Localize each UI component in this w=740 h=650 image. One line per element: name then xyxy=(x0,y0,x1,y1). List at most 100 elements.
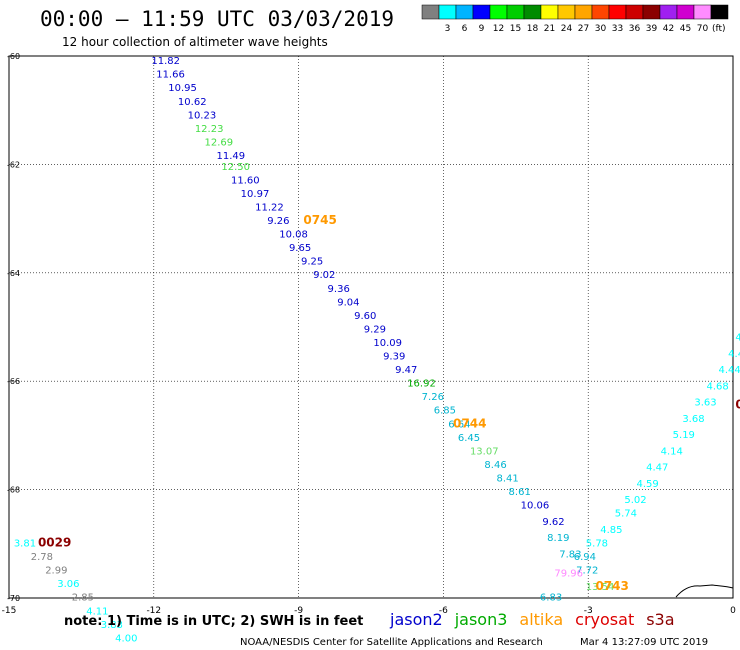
y-tick-label: -62 xyxy=(7,160,20,169)
data-point-label: 3.06 xyxy=(57,579,79,590)
scale-swatch xyxy=(421,4,440,20)
scale-label: 30 xyxy=(595,24,607,34)
scale-swatch xyxy=(642,4,661,20)
scale-swatch xyxy=(591,4,610,20)
chart-title: 00:00 — 11:59 UTC 03/03/2019 xyxy=(40,7,394,31)
satellite-legend-item: jason2 xyxy=(389,610,443,629)
scale-swatch xyxy=(557,4,576,20)
data-point-label: 2.85 xyxy=(72,593,94,604)
data-point-label: 4.11 xyxy=(86,606,108,617)
data-point-label: 11.82 xyxy=(151,56,180,67)
data-point-label: 4.41 xyxy=(728,349,740,360)
scale-label: 12 xyxy=(493,24,504,34)
satellite-legend-item: jason3 xyxy=(454,610,508,629)
x-tick-label: -6 xyxy=(439,606,448,616)
data-point-label: 16.92 xyxy=(407,379,436,390)
data-point-label: 79.96 xyxy=(554,568,583,579)
y-tick-label: -64 xyxy=(7,269,20,278)
data-point-label: 10.23 xyxy=(188,110,217,121)
chart-subtitle: 12 hour collection of altimeter wave hei… xyxy=(62,35,328,49)
scale-label: 33 xyxy=(612,24,623,34)
y-tick-label: -70 xyxy=(7,594,20,603)
scale-swatch xyxy=(455,4,474,20)
scale-swatch xyxy=(693,4,712,20)
scale-swatch xyxy=(472,4,491,20)
data-point-label: 9.47 xyxy=(395,365,417,376)
scale-label: 15 xyxy=(510,24,521,34)
color-scale-legend: 3 6 9 12 15 18 21 24 27 30 33 36 39 42 45 70 xyxy=(421,4,729,34)
data-point-label: 5.74 xyxy=(615,509,637,520)
color-scale-unit: (ft) xyxy=(712,24,726,34)
pass-time-label: 0744 xyxy=(453,416,486,430)
x-tick-label: -3 xyxy=(584,606,593,616)
x-tick-label: -15 xyxy=(2,606,17,616)
scale-swatch xyxy=(574,4,593,20)
satellite-legend-item: altika xyxy=(519,610,563,629)
y-tick-label: -60 xyxy=(7,52,20,61)
pass-time-label: 0029 xyxy=(38,536,71,550)
scale-swatch xyxy=(710,4,729,20)
pass-time-label: 0745 xyxy=(303,213,336,227)
axis-ticks: -15 -12 -9 -6 -3 0 -60 -62 -64 -66 -68 -70 xyxy=(2,52,736,616)
data-point-label: 4.59 xyxy=(636,479,658,490)
data-point-label: 13.54 xyxy=(586,582,615,593)
data-point-label: 10.06 xyxy=(521,501,550,512)
data-point-label: 6.64 xyxy=(448,419,470,430)
data-point-label: 6.83 xyxy=(540,593,562,604)
scale-label: 39 xyxy=(646,24,658,34)
data-point-label: 9.60 xyxy=(354,311,376,322)
pass-time-label: 08 xyxy=(735,397,740,411)
data-point-label: 9.36 xyxy=(328,284,350,295)
data-point-label: 4.44 xyxy=(719,365,740,376)
data-point-label: 6.45 xyxy=(458,433,480,444)
data-point-label: 10.97 xyxy=(241,189,270,200)
data-point-label: 9.04 xyxy=(337,297,359,308)
data-point-label: 5.78 xyxy=(586,539,608,550)
data-point-label: 4.47 xyxy=(646,463,668,474)
grid-lines xyxy=(9,56,733,598)
data-point-label: 5.02 xyxy=(624,495,646,506)
satellite-legend-item: cryosat xyxy=(575,610,634,629)
data-point-label: 7.83 xyxy=(559,549,581,560)
y-tick-label: -66 xyxy=(7,377,20,386)
data-point-label: 8.41 xyxy=(496,473,518,484)
data-point-label: 9.29 xyxy=(364,324,386,335)
data-point-label: 11.49 xyxy=(217,151,246,162)
scale-label: 9 xyxy=(479,24,485,34)
scale-swatch xyxy=(489,4,508,20)
x-tick-label: -9 xyxy=(294,606,303,616)
data-point-label: 2.78 xyxy=(31,552,53,563)
data-point-label: 9.02 xyxy=(313,270,335,281)
data-point-label: 11.22 xyxy=(255,202,284,213)
scale-swatch xyxy=(438,4,457,20)
data-point-label: 4.68 xyxy=(706,381,728,392)
scale-swatch xyxy=(659,4,678,20)
data-point-label: 8.46 xyxy=(484,460,506,471)
scale-swatch xyxy=(676,4,695,20)
scale-swatch xyxy=(506,4,525,20)
data-point-label: 10.62 xyxy=(178,97,207,108)
data-point-label: 11.66 xyxy=(156,70,185,81)
scale-swatch xyxy=(608,4,627,20)
data-point-label: 2.99 xyxy=(45,566,67,577)
footer-timestamp: Mar 4 13:27:09 UTC 2019 xyxy=(580,637,708,648)
plot-frame xyxy=(8,55,734,599)
scale-label: 18 xyxy=(527,24,539,34)
footer-note: note: 1) Time is in UTC; 2) SWH is in fe… xyxy=(64,614,363,629)
coastline-shape xyxy=(675,584,734,598)
data-point-label: 4.85 xyxy=(600,525,622,536)
data-point-label: 5.19 xyxy=(673,430,695,441)
scale-label: 3 xyxy=(445,24,451,34)
satellite-legend: jason2 jason3 altika cryosat s3a xyxy=(389,610,675,629)
scale-swatch xyxy=(625,4,644,20)
scale-label: 70 xyxy=(697,24,709,34)
data-point-label: 12.50 xyxy=(221,162,250,173)
scale-label: 36 xyxy=(629,24,641,34)
scale-swatch xyxy=(523,4,542,20)
pass-time-label: 0743 xyxy=(595,579,628,593)
data-point-label: 4.00 xyxy=(115,633,137,644)
data-point-label: 3.63 xyxy=(694,398,716,409)
footer-credit: NOAA/NESDIS Center for Satellite Applica… xyxy=(240,637,543,648)
data-point-label: 9.62 xyxy=(542,517,564,528)
